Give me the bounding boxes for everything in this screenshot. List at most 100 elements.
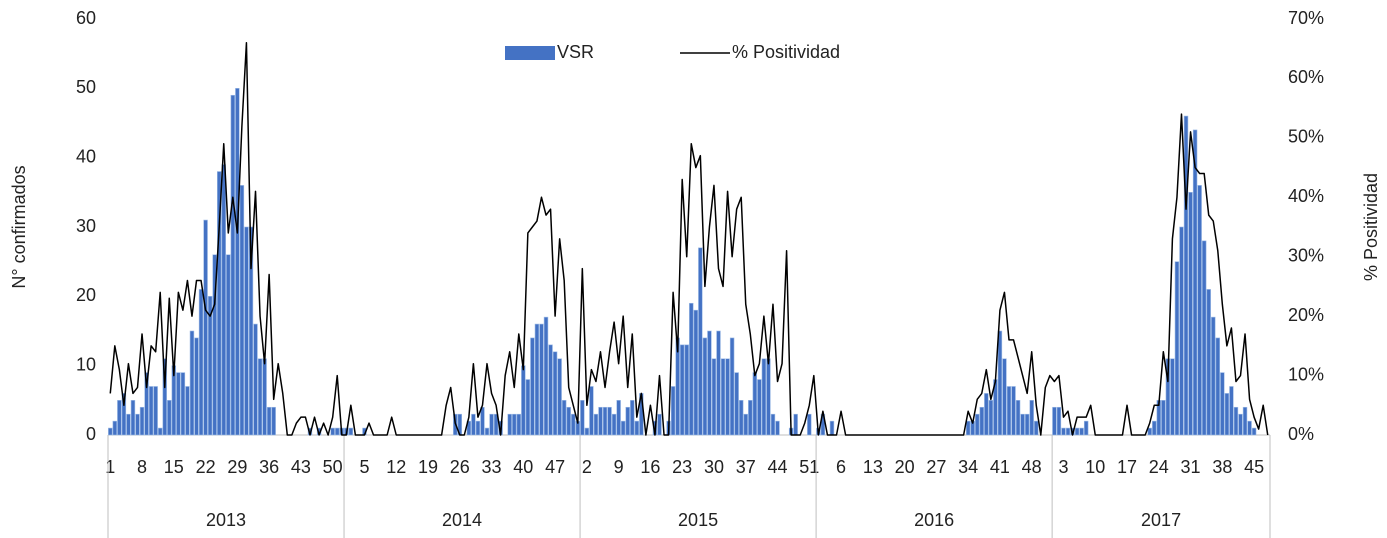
year-label: 2015 [678,510,718,530]
year-label: 2013 [206,510,246,530]
y-tick-label: 30 [76,216,96,236]
bar [148,386,154,436]
bar [121,393,127,436]
x-tick-label: 5 [359,457,369,477]
y-tick-label: 50 [76,77,96,97]
bar [775,420,780,436]
bar [979,406,984,436]
x-tick-label: 6 [836,457,846,477]
bar [235,88,240,436]
bar [1029,400,1034,436]
bar [330,427,335,436]
bar [198,289,204,436]
bar [602,406,608,436]
bar [1052,406,1057,436]
bar [1161,400,1166,436]
bar [711,358,717,436]
y2-tick-label: 0% [1288,424,1314,444]
y2-tick-label: 20% [1288,305,1324,325]
bar [766,358,771,436]
bar [271,406,276,436]
year-label: 2016 [914,510,954,530]
x-tick-label: 16 [640,457,660,477]
y2-tick-label: 10% [1288,364,1324,384]
bar [1074,427,1080,436]
bar [139,406,145,436]
x-tick-label: 15 [164,457,184,477]
x-tick-label: 37 [736,457,756,477]
bar [507,413,512,436]
bar [988,400,994,436]
bar [1238,413,1243,436]
y2-axis-title: % Positividad [1361,173,1381,281]
x-tick-label: 38 [1212,457,1232,477]
bar [1188,192,1193,436]
bar [176,372,181,436]
x-tick-label: 12 [386,457,406,477]
bar [1079,427,1084,436]
bar [162,358,167,436]
bar [1197,185,1202,436]
bar [1211,316,1216,436]
bar [1083,420,1089,436]
bar [770,413,776,436]
bar [126,413,131,436]
bar [630,400,635,436]
bar [489,413,494,436]
bar [580,400,585,436]
bar [598,406,603,436]
x-tick-label: 40 [513,457,533,477]
x-tick-label: 22 [196,457,216,477]
x-tick-label: 3 [1058,457,1068,477]
bar [616,400,621,436]
bar [997,330,1003,436]
bar [984,393,989,436]
bar [693,309,699,436]
bar [620,420,626,436]
y-tick-label: 0 [86,424,96,444]
y2-tick-label: 50% [1288,127,1324,147]
x-tick-label: 34 [958,457,978,477]
y-tick-label: 60 [76,8,96,28]
bar [539,323,544,436]
x-tick-label: 27 [926,457,946,477]
bar [743,413,748,436]
bar [144,372,149,436]
bar [253,323,258,436]
bar [698,247,703,436]
bar [1170,358,1175,436]
bar [702,337,708,436]
bar [244,226,249,436]
x-tick-label: 41 [990,457,1010,477]
bar [1206,289,1211,436]
y2-tick-label: 30% [1288,245,1324,265]
bar [212,254,217,436]
bar [262,358,267,436]
bar [239,185,245,436]
bar [1242,406,1248,436]
bar [761,358,767,436]
bar [561,400,567,436]
bar [1224,393,1230,436]
bar [793,413,798,436]
bar [729,337,735,436]
bar [707,330,712,436]
bar [248,226,254,436]
bar [1179,226,1184,436]
x-tick-label: 33 [482,457,502,477]
bar [484,427,490,436]
x-tick-label: 30 [704,457,724,477]
y-tick-label: 40 [76,146,96,166]
bar [534,323,540,436]
bar [1061,427,1066,436]
bar [207,296,213,436]
bar [130,400,136,436]
bar [1011,386,1016,436]
legend-label: VSR [557,42,594,62]
x-tick-label: 1 [105,457,115,477]
bar [335,427,340,436]
bar [1015,400,1021,436]
bar [634,420,640,436]
y2-tick-label: 40% [1288,186,1324,206]
bar [1233,406,1239,436]
